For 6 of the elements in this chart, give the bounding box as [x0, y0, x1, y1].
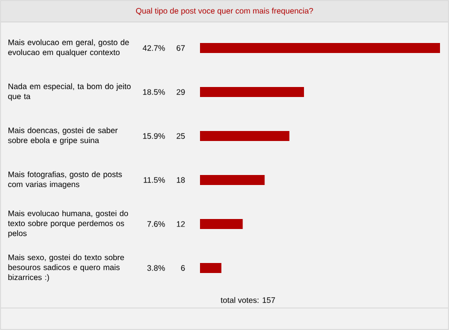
bar: [200, 131, 290, 142]
bar: [200, 43, 440, 54]
bar: [200, 219, 243, 230]
bar: [200, 263, 222, 274]
bar: [200, 87, 304, 98]
bar: [200, 175, 265, 186]
